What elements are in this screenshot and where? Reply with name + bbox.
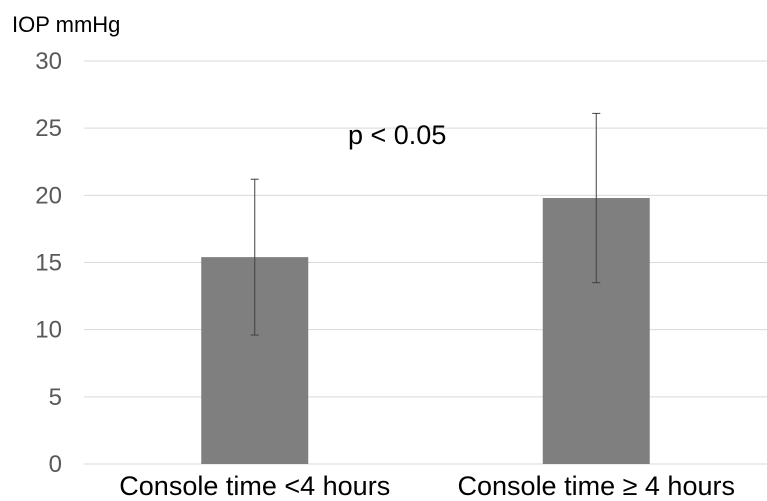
category-labels: Console time <4 hours Console time ≥ 4 ho… <box>119 471 735 501</box>
significance-annotation: p < 0.05 <box>348 120 446 150</box>
y-tick-labels: 0 5 10 15 20 25 30 <box>35 48 62 478</box>
y-tick-label: 20 <box>35 182 62 209</box>
y-tick-label: 10 <box>35 317 62 344</box>
y-tick-label: 5 <box>49 384 62 411</box>
y-axis-label: IOP mmHg <box>12 12 120 37</box>
gridlines <box>84 60 767 465</box>
bars <box>201 198 650 464</box>
y-tick-label: 30 <box>35 48 62 75</box>
category-label: Console time <4 hours <box>119 471 390 501</box>
category-label: Console time ≥ 4 hours <box>458 471 735 501</box>
error-bars <box>250 112 601 336</box>
y-tick-label: 0 <box>49 451 62 478</box>
y-tick-label: 15 <box>35 250 62 277</box>
y-tick-label: 25 <box>35 115 62 142</box>
